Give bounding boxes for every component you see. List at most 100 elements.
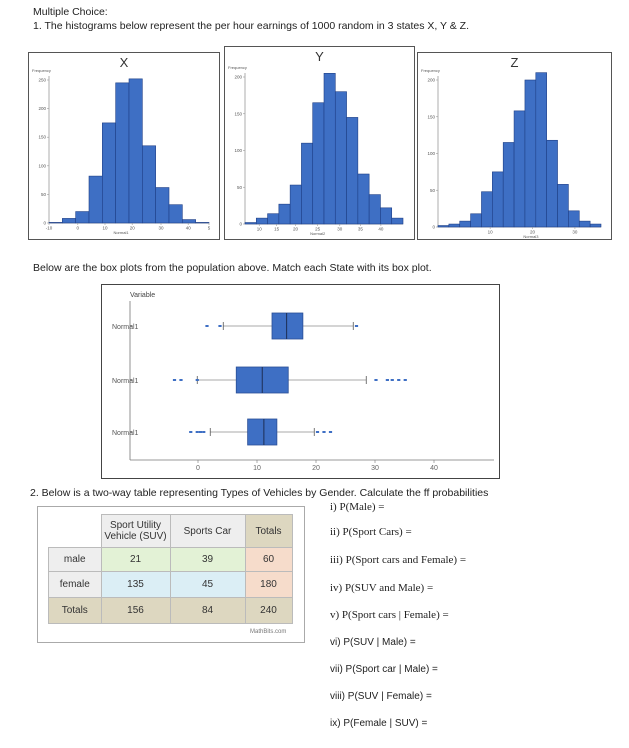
histogram-y-chart: Frequency 0 50 100 150 200 10 15 20 25 30 35 40 Norma… — [228, 65, 404, 236]
boxplot-x-tick-label: 30 — [371, 465, 379, 472]
outlier-mark — [195, 431, 199, 433]
x-tick-label: 10 — [102, 226, 108, 231]
x-tick-label: 10 — [488, 230, 494, 235]
histogram-y-panel: Y Frequency 0 50 100 150 200 10 15 20 25 30 35 40 Nor… — [224, 46, 415, 240]
outlier-mark — [385, 379, 389, 381]
question-i: i) P(Male) = — [330, 501, 385, 513]
histogram-bar — [368, 194, 381, 225]
histogram-bar — [546, 139, 558, 228]
outlier-mark — [354, 325, 359, 327]
histogram-y-title: Y — [315, 49, 324, 64]
x-tick-label: 40 — [378, 227, 384, 232]
histogram-z-panel: Z Frequency 0 50 100 150 200 10 20 30 Normal3 — [417, 52, 612, 240]
histogram-x-panel: X Frequency 0 50 100 150 200 250 -10 0 10 20 30 40 5 N… — [28, 52, 220, 240]
cell-female-total: 180 — [244, 571, 293, 598]
outlier-mark — [322, 431, 326, 433]
header-sports-car: Sports Car — [169, 514, 246, 548]
histogram-bar — [312, 102, 325, 225]
question-ii: ii) P(Sport Cars) = — [330, 526, 412, 538]
question-iii: iii) P(Sport cars and Female) = — [330, 554, 467, 566]
y-tick-label: 100 — [427, 151, 435, 156]
histogram-bar — [557, 184, 569, 228]
y-tick-label: 100 — [234, 148, 242, 153]
outlier-mark — [315, 431, 320, 433]
box — [271, 312, 304, 340]
cell-male-suv: 21 — [100, 547, 171, 572]
row-label-totals: Totals — [48, 597, 102, 624]
histogram-bar — [437, 225, 450, 228]
outlier-mark — [328, 431, 333, 433]
histogram-bar — [115, 82, 130, 224]
cell-female-suv: 135 — [100, 571, 171, 598]
histogram-bar — [62, 218, 76, 224]
x-tick-label: 15 — [274, 227, 280, 232]
y-tick-label: 200 — [234, 75, 242, 80]
y-axis-label: Frequency — [32, 68, 51, 73]
histogram-bar — [391, 217, 404, 225]
y-axis-label: Frequency — [228, 65, 247, 70]
y-tick-label: 200 — [427, 78, 435, 83]
histogram-bar — [334, 91, 347, 225]
histogram-bar — [470, 213, 482, 228]
row-label-female: female — [48, 571, 102, 598]
histogram-bar — [568, 210, 580, 228]
histogram-bar — [323, 73, 336, 225]
histogram-bar — [142, 145, 156, 224]
x-axis-label: Normal1 — [113, 230, 129, 235]
outlier-mark — [172, 379, 177, 381]
histogram-bar — [278, 203, 291, 225]
histogram-bar — [357, 173, 370, 225]
histogram-bar — [589, 223, 602, 228]
boxplot-x-tick-label: 40 — [430, 465, 438, 472]
x-tick-label: 30 — [337, 227, 343, 232]
y-tick-label: 200 — [38, 106, 46, 111]
histogram-bar — [513, 110, 526, 228]
histogram-bar — [255, 217, 268, 225]
y-tick-label: 50 — [237, 185, 243, 190]
histogram-bar — [502, 142, 515, 228]
histogram-bar — [244, 222, 257, 225]
y-tick-label: 250 — [38, 78, 46, 83]
outlier-mark — [205, 325, 209, 327]
boxplot-row-label: Normal1 — [112, 378, 139, 385]
histogram-bar — [195, 222, 210, 224]
row-label-male: male — [48, 547, 102, 572]
outlier-mark — [397, 379, 401, 381]
outlier-mark — [403, 379, 407, 381]
y-tick-label: 100 — [38, 163, 46, 168]
x-tick-label: 20 — [130, 226, 136, 231]
x-tick-label: 40 — [186, 226, 192, 231]
x-tick-label: 35 — [358, 227, 364, 232]
histogram-bar — [380, 207, 393, 225]
x-tick-label: 20 — [293, 227, 299, 232]
histogram-bar — [102, 122, 116, 224]
x-tick-label: -10 — [46, 226, 53, 231]
table-credit: MathBits.com — [250, 629, 287, 635]
two-way-table: Sport Utility Vehicle (SUV) Sports Car T… — [48, 514, 293, 624]
boxplot-x-tick-label: 10 — [253, 465, 261, 472]
question-vii: vii) P(Sport car | Male) = — [330, 664, 438, 675]
histogram-bar — [128, 78, 143, 224]
x-tick-label: 10 — [257, 227, 263, 232]
outlier-mark — [195, 379, 199, 381]
x-tick-label: 30 — [572, 230, 578, 235]
x-tick-label: 25 — [315, 227, 321, 232]
histogram-bar — [289, 184, 302, 225]
histogram-bar — [182, 219, 196, 224]
boxplot-row-label: Normal1 — [112, 324, 139, 331]
histogram-bar — [168, 204, 183, 224]
histogram-bar — [459, 220, 471, 228]
boxplot-x-tick-label: 20 — [312, 465, 320, 472]
boxplot-row-label: Normal1 — [112, 430, 139, 437]
x-tick-label: 20 — [530, 230, 536, 235]
y-tick-label: 50 — [430, 188, 436, 193]
outlier-mark — [374, 379, 378, 381]
histogram-bar — [267, 213, 280, 225]
boxplot-intro-text: Below are the box plots from the populat… — [33, 262, 432, 274]
outlier-mark — [198, 431, 203, 433]
histogram-bar — [535, 72, 547, 228]
cell-male-sports: 39 — [169, 547, 246, 572]
histogram-x-title: X — [119, 55, 129, 70]
outlier-mark — [179, 379, 183, 381]
